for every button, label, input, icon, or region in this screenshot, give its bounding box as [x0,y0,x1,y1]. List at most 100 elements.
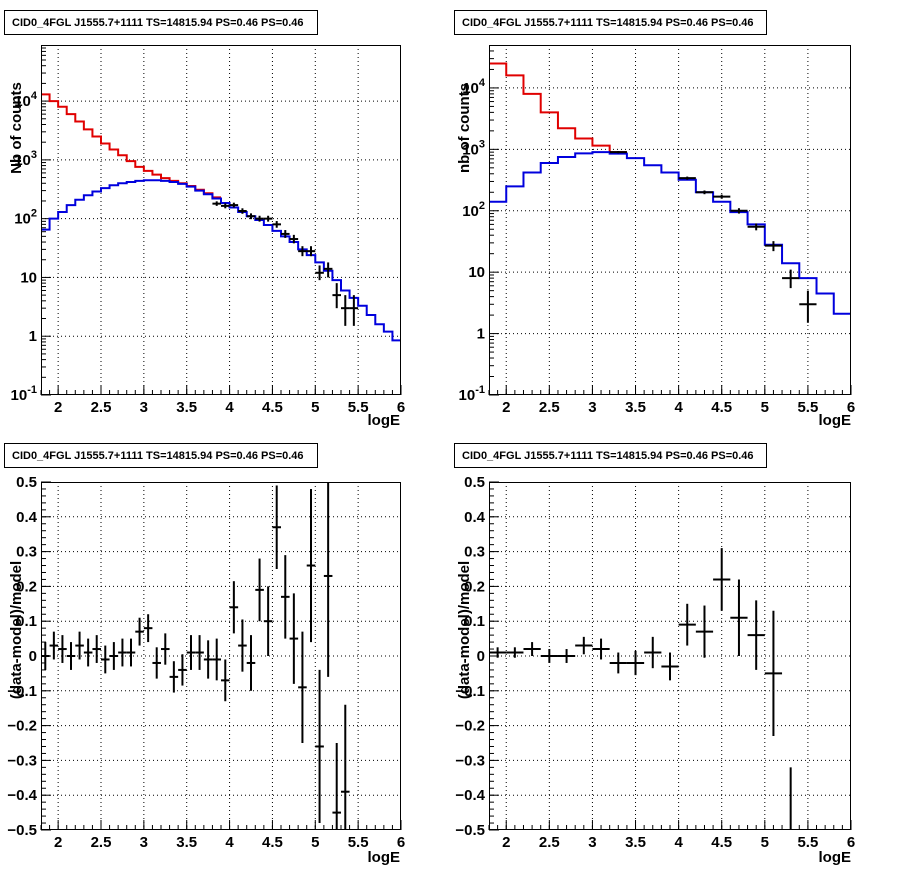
data-point-2 [229,202,239,208]
residual-point-6 [592,638,610,660]
x-tick-label-4: 4 [225,834,234,851]
residual-point-23 [238,619,247,672]
x-axis-label: logE [368,412,401,429]
data-point-3 [238,208,247,214]
y-axis-label: (data-model)/model [8,561,25,699]
residual-point-5 [575,636,593,655]
data-point-1 [678,176,696,180]
residual-point-7 [609,652,627,674]
x-tick-label-7: 5.5 [348,834,369,851]
y-tick-label-2: 10 [468,264,485,281]
blue-step-histogram [489,151,851,315]
residual-point-14 [730,579,748,656]
x-tick-label-5: 4.5 [262,399,283,416]
residual-point-15 [747,600,765,670]
x-tick-label-1: 2.5 [539,834,560,851]
x-tick-label-3: 3.5 [176,399,197,416]
x-tick-label-1: 2.5 [539,399,560,416]
x-tick-label-6: 5 [311,834,319,851]
chart-title-box [4,10,318,35]
residual-point-29 [289,593,299,684]
x-tick-label-8: 6 [397,399,405,416]
data-point-0 [212,201,221,206]
y-tick-label-9: 0.4 [16,509,38,526]
residual-point-6 [92,635,101,663]
x-tick-label-8: 6 [847,399,855,416]
residual-point-10 [126,638,136,667]
y-tick-label-0: 10-1 [11,384,37,404]
data-point-7 [782,269,800,289]
data-point-6 [263,215,273,222]
y-axis-label: (data-model)/model [456,561,473,699]
residual-point-26 [263,586,273,656]
data-point-3 [713,194,731,199]
chart-panel-3: CID0_4FGL J1555.7+1111 TS=14815.94 PS=0.… [4,443,405,866]
residual-point-34 [332,743,341,830]
residual-point-22 [229,581,239,634]
residual-point-0 [489,647,507,658]
chart-title-box [454,443,767,468]
residual-point-7 [101,645,110,674]
data-point-8 [799,290,817,323]
residual-point-17 [186,635,196,670]
data-point-8 [281,230,290,238]
residual-point-13 [152,647,161,679]
residual-point-17 [782,767,800,830]
y-tick-label-2: −0.3 [7,752,37,769]
residual-point-2 [523,642,541,656]
residual-point-28 [281,555,290,639]
plot-data [489,548,800,830]
x-axis-label: logE [819,412,852,429]
y-tick-label-6: 0.1 [464,613,485,630]
chart-title-box [4,443,318,468]
y-tick-label-3: −0.2 [455,718,485,735]
residual-point-20 [212,638,221,681]
x-tick-label-0: 2 [502,399,510,416]
residual-point-8 [109,642,119,670]
residual-point-1 [506,647,524,658]
data-point-16 [349,295,359,326]
residual-point-35 [341,704,350,830]
y-tick-label-3: 102 [462,200,485,220]
chart-panel-2: CID0_4FGL J1555.7+1111 TS=14815.94 PS=0.… [454,10,855,429]
residual-point-11 [135,617,144,646]
data-point-12 [315,265,324,281]
residual-point-4 [75,631,84,660]
grid [41,45,401,395]
x-tick-label-5: 4.5 [262,834,283,851]
x-tick-label-6: 5 [311,399,319,416]
x-tick-label-0: 2 [54,834,62,851]
residual-point-0 [41,642,50,670]
data-point-0 [609,150,627,154]
y-tick-label-10: 0.5 [464,474,485,491]
x-tick-label-5: 4.5 [711,834,732,851]
residual-point-8 [626,650,645,676]
residual-point-31 [306,488,316,643]
residual-point-30 [298,631,307,743]
residual-point-33 [323,482,333,677]
residual-point-19 [203,640,213,679]
y-tick-label-1: −0.4 [7,787,37,804]
y-tick-label-4: −0.1 [7,683,37,700]
plot-data [489,62,851,323]
residual-point-15 [169,661,179,693]
x-tick-label-2: 3 [140,399,148,416]
residual-point-14 [161,633,170,665]
residual-point-5 [83,638,93,667]
residual-point-18 [195,635,204,670]
residual-point-16 [178,654,187,686]
x-tick-label-7: 5.5 [348,399,369,416]
data-point-10 [298,246,307,257]
residual-point-4 [557,649,576,663]
chart-panel-4: CID0_4FGL J1555.7+1111 TS=14815.94 PS=0.… [454,443,855,866]
x-axis-label: logE [368,849,401,866]
y-axis-label: nb of counts [456,83,473,173]
x-tick-label-6: 5 [761,834,769,851]
y-tick-label-0: −0.5 [7,822,37,839]
y-tick-label-4: −0.1 [455,683,485,700]
chart-title-box [454,10,767,35]
residual-point-25 [255,558,264,622]
plot-frame [489,482,851,830]
x-tick-label-3: 3.5 [176,834,197,851]
